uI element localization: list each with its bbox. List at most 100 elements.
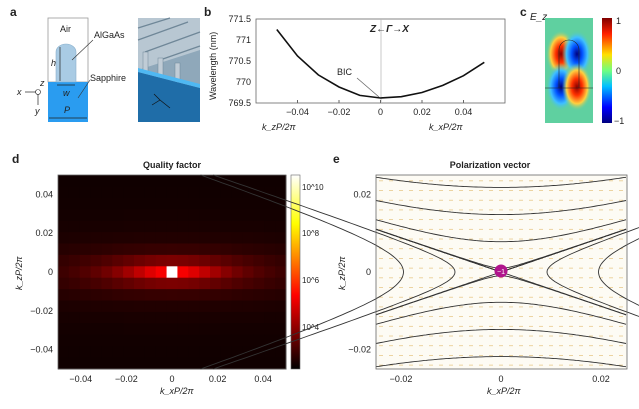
heatmap-cell	[112, 220, 124, 233]
heatmap-cell	[90, 254, 102, 267]
contour-line	[375, 328, 627, 344]
heatmap-cell	[155, 346, 168, 359]
heatmap-cell	[220, 175, 233, 187]
heatmap-cell	[231, 175, 244, 187]
heatmap-cell	[79, 232, 92, 244]
heatmap-cell	[231, 323, 244, 336]
heatmap-cell	[188, 175, 200, 187]
heatmap-cell	[68, 357, 81, 370]
heatmap-cell	[242, 266, 254, 279]
heatmap-cell	[242, 300, 254, 313]
x-axis-title: k_xP/2π	[160, 386, 195, 396]
contour-line	[375, 301, 627, 325]
contour-line	[375, 200, 627, 216]
heatmap-cell	[90, 243, 102, 256]
heatmap-cell	[210, 266, 222, 279]
heatmap-cell	[90, 323, 102, 336]
colorbar-tick: −1	[614, 116, 624, 126]
heatmap-cell	[166, 357, 178, 370]
heatmap-cell	[253, 300, 265, 313]
heatmap-cell	[79, 277, 92, 290]
contour-line	[375, 219, 627, 243]
y-tick-label: −0.04	[30, 345, 53, 355]
heatmap-cell	[220, 232, 233, 244]
heatmap-cell	[68, 277, 81, 290]
heatmap-cell	[68, 186, 81, 199]
heatmap-cell	[231, 209, 244, 222]
heatmap-cell	[177, 175, 189, 187]
heatmap-cell	[134, 334, 146, 347]
heatmap-cell	[242, 277, 254, 290]
heatmap-cell	[155, 323, 168, 336]
heatmap-cell	[134, 220, 146, 233]
heatmap-cell	[242, 289, 254, 302]
heatmap-cell	[275, 357, 287, 370]
heatmap-cell	[231, 197, 244, 210]
heatmap-cell	[155, 277, 168, 290]
heatmap-cell	[134, 186, 146, 199]
heatmap-cell	[155, 334, 168, 347]
heatmap-cell	[134, 323, 146, 336]
heatmap-cell	[112, 311, 124, 324]
heatmap-cell	[112, 186, 124, 199]
heatmap-cell	[220, 243, 233, 256]
heatmap-cell	[101, 243, 113, 256]
heatmap-cell	[123, 300, 135, 313]
heatmap-cell	[155, 289, 168, 302]
heatmap-cell	[144, 254, 157, 267]
heatmap-cell	[68, 232, 81, 244]
heatmap-cell	[101, 254, 113, 267]
heatmap-cell	[264, 289, 276, 302]
heatmap-cell	[264, 334, 276, 347]
heatmap-cell	[275, 277, 287, 290]
heatmap-cell	[199, 175, 211, 187]
x-tick-label: 0.04	[254, 374, 272, 384]
heatmap-cell	[101, 186, 113, 199]
heatmap-cell	[166, 197, 178, 210]
heatmap-cell	[90, 232, 102, 244]
heatmap-cell	[253, 209, 265, 222]
heatmap-cell	[177, 186, 189, 199]
heatmap-cell	[134, 289, 146, 302]
heatmap-cell	[177, 197, 189, 210]
heatmap-cell	[166, 334, 178, 347]
heatmap-cell	[166, 243, 178, 256]
heatmap-cell	[177, 266, 189, 279]
x-tick-label: 0	[169, 374, 174, 384]
heatmap-cell	[253, 346, 265, 359]
heatmap-cell	[112, 243, 124, 256]
heatmap-cell	[112, 357, 124, 370]
heatmap-cell	[101, 266, 113, 279]
colorbar-tick-label: 10^10	[302, 183, 324, 192]
heatmap-cell	[58, 232, 70, 244]
heatmap-cell	[79, 197, 92, 210]
heatmap-cell	[101, 311, 113, 324]
heatmap-cell	[210, 277, 222, 290]
chart-title: Polarization vector	[450, 160, 531, 170]
heatmap-cell	[79, 209, 92, 222]
heatmap-cell	[210, 346, 222, 359]
heatmap-cell	[264, 197, 276, 210]
y-tick-label: 0.02	[353, 189, 371, 199]
heatmap-cell	[79, 334, 92, 347]
heatmap-cell	[275, 186, 287, 199]
heatmap-cell	[68, 323, 81, 336]
heatmap-cell	[134, 232, 146, 244]
heatmap-cell	[90, 277, 102, 290]
heatmap-cell	[275, 243, 287, 256]
heatmap-cell	[155, 232, 168, 244]
heatmap-cell	[177, 334, 189, 347]
heatmap-cell	[177, 323, 189, 336]
heatmap-cell	[112, 323, 124, 336]
heatmap-cell	[155, 300, 168, 313]
heatmap-cell	[134, 346, 146, 359]
heatmap-cell	[68, 266, 81, 279]
quality-factor-chart: Quality factor 10^10 10^8 10^6 10^4 −0.0…	[14, 160, 324, 396]
y-tick-label: 0	[366, 267, 371, 277]
x-tick-label: −0.02	[390, 374, 413, 384]
heatmap-cell	[68, 175, 81, 187]
heatmap-cell	[144, 289, 157, 302]
heatmap-cell	[90, 289, 102, 302]
heatmap-cell	[123, 186, 135, 199]
x-axis-title: k_xP/2π	[487, 386, 522, 396]
